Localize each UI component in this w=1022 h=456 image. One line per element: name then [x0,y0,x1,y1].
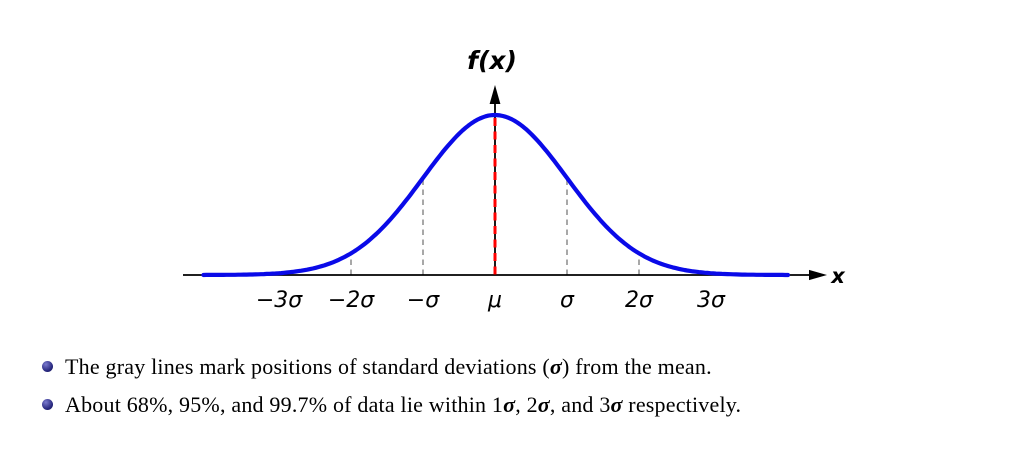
note-item: About 68%, 95%, and 99.7% of data lie wi… [36,390,996,420]
x-axis-label: x [830,264,846,288]
x-tick-label: −2σ [328,288,375,313]
x-tick-label: 2σ [625,288,654,313]
notes-list: The gray lines mark positions of standar… [36,352,996,428]
y-axis-label: f(x) [467,46,517,75]
note-text: About 68%, 95%, and 99.7% of data lie wi… [65,392,742,417]
x-tick-label: 3σ [697,288,726,313]
note-text: The gray lines mark positions of standar… [65,354,712,379]
x-tick-label: −3σ [256,288,303,313]
x-tick-label: μ [487,288,502,313]
x-tick-labels: −3σ −2σ −σ μ σ 2σ 3σ [256,288,726,313]
bullet-icon [42,361,53,372]
x-axis-arrow-icon [809,269,827,281]
y-axis-arrow-icon [489,85,501,104]
x-tick-label: σ [560,288,575,313]
x-tick-label: −σ [407,288,440,313]
bullet-icon [42,399,53,410]
bell-curve [201,112,791,278]
normal-distribution-chart: f(x) x −3σ −2σ −σ μ σ 2σ 3σ [183,46,846,313]
note-item: The gray lines mark positions of standar… [36,352,996,382]
